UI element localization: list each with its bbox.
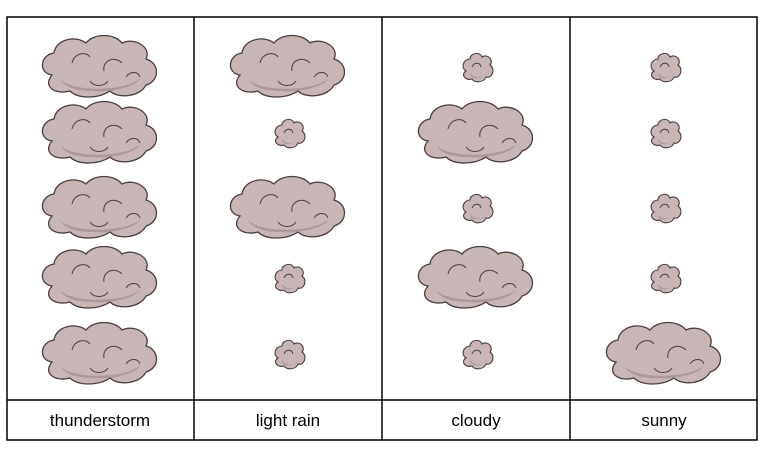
column-label: light rain: [256, 411, 320, 430]
small-cloud-icon: [274, 339, 306, 370]
large-cloud-icon: [41, 321, 158, 385]
column-thunderstorm: thunderstorm: [41, 34, 158, 430]
small-cloud-icon: [462, 193, 494, 224]
small-cloud-icon: [650, 118, 682, 149]
column-sunny: sunny: [605, 52, 722, 430]
large-cloud-icon: [605, 321, 722, 385]
small-cloud-icon: [650, 263, 682, 294]
column-light-rain: light rain: [229, 34, 346, 430]
large-cloud-icon: [417, 100, 534, 164]
grid-canvas: thunderstorm light rain cloudy sunny: [6, 16, 758, 441]
small-cloud-icon: [274, 118, 306, 149]
large-cloud-icon: [41, 245, 158, 309]
column-label: sunny: [641, 411, 687, 430]
weather-cloud-grid: thunderstorm light rain cloudy sunny: [6, 16, 758, 441]
small-cloud-icon: [462, 339, 494, 370]
large-cloud-icon: [229, 34, 346, 98]
column-label: cloudy: [451, 411, 501, 430]
small-cloud-icon: [274, 263, 306, 294]
large-cloud-icon: [41, 34, 158, 98]
large-cloud-icon: [41, 100, 158, 164]
large-cloud-icon: [229, 175, 346, 239]
large-cloud-icon: [41, 175, 158, 239]
small-cloud-icon: [650, 52, 682, 83]
column-cloudy: cloudy: [417, 52, 534, 430]
small-cloud-icon: [650, 193, 682, 224]
column-label: thunderstorm: [50, 411, 150, 430]
large-cloud-icon: [417, 245, 534, 309]
small-cloud-icon: [462, 52, 494, 83]
